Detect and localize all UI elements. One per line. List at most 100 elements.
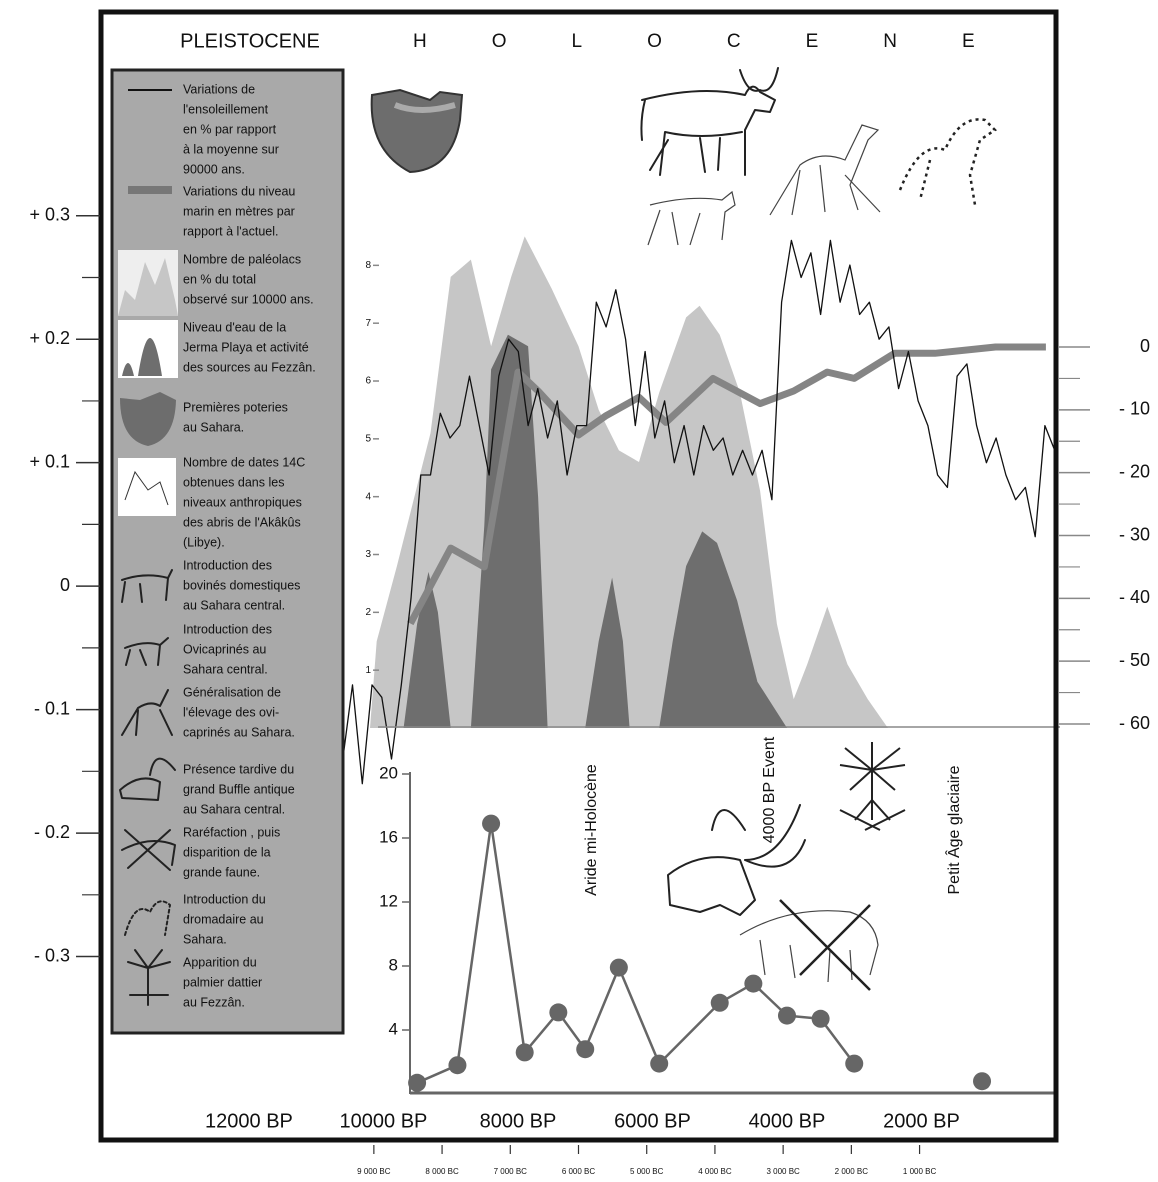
- pottery-rim: [393, 102, 456, 113]
- y-tick-label: - 30: [1119, 524, 1150, 544]
- legend-icon: [118, 458, 176, 516]
- data-point: [650, 1054, 669, 1073]
- plot-area: [332, 236, 1056, 1092]
- legend-text: Niveau d'eau de la: [183, 320, 286, 334]
- legend-text: Sahara.: [183, 932, 227, 946]
- legend-text: Ovicaprinés au: [183, 642, 266, 656]
- period-label: HOLOCENE: [413, 31, 1040, 52]
- data-point: [448, 1056, 467, 1075]
- y-tick-label: 7: [365, 318, 371, 329]
- legend-text: palmier dattier: [183, 975, 262, 989]
- data-point: [811, 1009, 830, 1028]
- legend-text: des abris de l'Akâkûs: [183, 515, 301, 529]
- dromedary: [898, 118, 997, 206]
- data-point: [549, 1003, 568, 1022]
- y-tick-label: 3: [365, 549, 371, 560]
- annotation: Aride mi-Holocène: [583, 764, 600, 896]
- legend-text: caprinés au Sahara.: [183, 725, 295, 739]
- x2-tick-label: 1 000 BC: [903, 1167, 937, 1176]
- illustrations: [370, 67, 997, 991]
- y-tick-label: - 0.1: [34, 698, 70, 718]
- y-tick-label: + 0.1: [29, 451, 70, 471]
- x-tick-label: 8000 BP: [480, 1110, 557, 1132]
- legend-text: en % du total: [183, 272, 256, 286]
- y-tick-label: - 60: [1119, 713, 1150, 733]
- legend-text: l'élevage des ovi-: [183, 705, 279, 719]
- x2-tick-label: 6 000 BC: [562, 1167, 596, 1176]
- data-point: [710, 993, 729, 1012]
- legend-text: 90000 ans.: [183, 162, 245, 176]
- legend-text: au Sahara central.: [183, 598, 285, 612]
- legend-text: Généralisation de: [183, 685, 281, 699]
- legend-text: obtenues dans les: [183, 475, 284, 489]
- y-tick-label: 2: [365, 607, 371, 618]
- legend-text: au Fezzân.: [183, 995, 245, 1009]
- legend-thick: [128, 186, 172, 194]
- data-point: [515, 1043, 534, 1062]
- y-tick-label: 0: [1140, 336, 1150, 356]
- x2-tick-label: 2 000 BC: [835, 1167, 869, 1176]
- data-point: [408, 1073, 427, 1092]
- y-tick-label: 8: [389, 955, 398, 974]
- x2-tick-label: 7 000 BC: [494, 1167, 528, 1176]
- line: [332, 239, 1056, 785]
- period-label: PLEISTOCENE: [180, 30, 320, 52]
- data-point: [482, 814, 501, 833]
- legend-text: Jerma Playa et activité: [183, 340, 309, 354]
- legend-text: Introduction du: [183, 892, 266, 906]
- legend-text: Variations de: [183, 82, 255, 96]
- legend-text: disparition de la: [183, 845, 271, 859]
- x2-tick-label: 3 000 BC: [766, 1167, 800, 1176]
- y-tick-label: - 10: [1119, 399, 1150, 419]
- y-tick-label: - 40: [1119, 587, 1150, 607]
- y-tick-label: 20: [379, 763, 398, 782]
- x-tick-label: 2000 BP: [883, 1110, 960, 1132]
- legend-text: en % par rapport: [183, 122, 277, 136]
- legend-text: Apparition du: [183, 955, 257, 969]
- legend-text: Raréfaction , puis: [183, 825, 280, 839]
- legend-text: Nombre de dates 14C: [183, 455, 305, 469]
- data-point: [576, 1040, 595, 1059]
- legend-text: observé sur 10000 ans.: [183, 292, 314, 306]
- legend-text: Introduction des: [183, 622, 272, 636]
- palm: [839, 742, 906, 831]
- legend-text: Nombre de paléolacs: [183, 252, 301, 266]
- legend-text: au Sahara central.: [183, 802, 285, 816]
- annotation: Petit Âge glaciaire: [944, 765, 963, 894]
- y-tick-label: + 0.3: [29, 204, 70, 224]
- legend-text: Sahara central.: [183, 662, 268, 676]
- frame: [98, 9, 1059, 1143]
- data-point: [777, 1006, 796, 1025]
- legend-animals: [119, 569, 176, 1006]
- x2-tick-label: 5 000 BC: [630, 1167, 664, 1176]
- y-tick-label: - 20: [1119, 461, 1150, 481]
- y-tick-label: - 50: [1119, 650, 1150, 670]
- legend-box: [110, 68, 345, 1035]
- y-tick-label: 5: [365, 433, 371, 444]
- legend-pottery: [120, 392, 176, 446]
- cattle: [640, 67, 779, 176]
- legend-text: au Sahara.: [183, 420, 244, 434]
- goat: [647, 190, 736, 246]
- legend-dots: [124, 470, 169, 506]
- line: [407, 343, 1046, 626]
- legend-icons: [118, 89, 178, 1006]
- legend-text: (Libye).: [183, 535, 225, 549]
- giraffe: [769, 124, 881, 216]
- x2-tick-label: 4 000 BC: [698, 1167, 732, 1176]
- legend-text: Variations du niveau: [183, 184, 295, 198]
- legend-text: marin en mètres par: [183, 204, 295, 218]
- legend-text: Présence tardive du: [183, 762, 294, 776]
- legend-text: grand Buffle antique: [183, 782, 295, 796]
- legend: Variations de l'ensoleillement en % par ra…: [183, 82, 316, 1009]
- legend-text: à la moyenne sur: [183, 142, 279, 156]
- legend-text: Introduction des: [183, 558, 272, 572]
- x-tick-label: 4000 BP: [749, 1110, 826, 1132]
- data-point: [609, 958, 628, 977]
- legend-text: grande faune.: [183, 865, 260, 879]
- y-tick-label: - 0.2: [34, 822, 70, 842]
- y-tick-label: 8: [365, 260, 371, 271]
- buffalo: [667, 804, 806, 916]
- data-point: [744, 974, 763, 993]
